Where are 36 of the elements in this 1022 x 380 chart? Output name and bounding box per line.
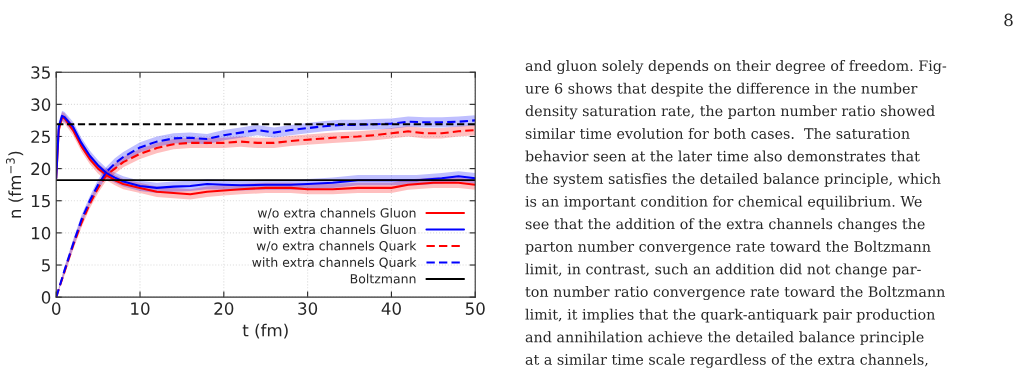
y-tick-label: 15 <box>31 194 50 208</box>
x-tick-label: 40 <box>381 302 401 315</box>
x-axis-title: t (fm) <box>242 323 288 339</box>
y-tick-label: 35 <box>31 66 50 79</box>
text: and annihilation achieve the detailed balance principle <box>525 331 924 346</box>
x-tick-label: 10 <box>131 302 150 315</box>
y-tick-label: 0 <box>41 291 51 304</box>
y-tick-label: 25 <box>31 130 50 144</box>
text: similar time evolution for both cases. The saturation <box>525 127 910 139</box>
y-tick-label: 30 <box>31 98 51 111</box>
y-axis-title: n (fm$^{−3}$) <box>5 151 24 218</box>
legend-label: w/o extra channels Quark <box>256 240 417 252</box>
x-tick-label: 0 <box>52 302 61 315</box>
text: and gluon solely depends on their degree of freedom. Fig- <box>525 59 947 75</box>
text: is an important condition for chemical equilibrium. We <box>525 195 922 210</box>
text: parton number convergence rate toward the Boltzmann <box>525 240 931 255</box>
y-tick-label: 5 <box>42 259 50 272</box>
y-tick-label: 10 <box>31 226 51 240</box>
text: behavior seen at the later time also demonstrates that <box>525 150 920 162</box>
legend-label: with extra channels Quark <box>252 257 417 269</box>
text: see that the addition of the extra channels changes the <box>525 218 925 233</box>
legend-label: with extra channels Gluon <box>253 224 416 235</box>
x-tick-label: 20 <box>214 302 234 315</box>
x-tick-label: 30 <box>298 302 318 315</box>
text: at a similar time scale regardless of the extra channels, <box>525 353 928 368</box>
legend-label: w/o extra channels Gluon <box>257 207 416 219</box>
x-tick-label: 50 <box>465 302 485 315</box>
legend-label: Boltzmann <box>350 273 416 284</box>
y-tick-label: 20 <box>31 162 51 176</box>
text: density saturation rate, the parton number ratio showed <box>525 105 935 120</box>
text: ure 6 shows that despite the difference in the number <box>525 82 918 97</box>
text: limit, in contrast, such an addition did not change par- <box>525 263 921 278</box>
text: 8 <box>1004 13 1013 27</box>
text: ton number ratio convergence rate toward the Boltzmann <box>525 285 945 301</box>
text: the system satisfies the detailed balance principle, which <box>525 172 941 188</box>
text: limit, it implies that the quark-antiquark pair production <box>525 308 935 323</box>
